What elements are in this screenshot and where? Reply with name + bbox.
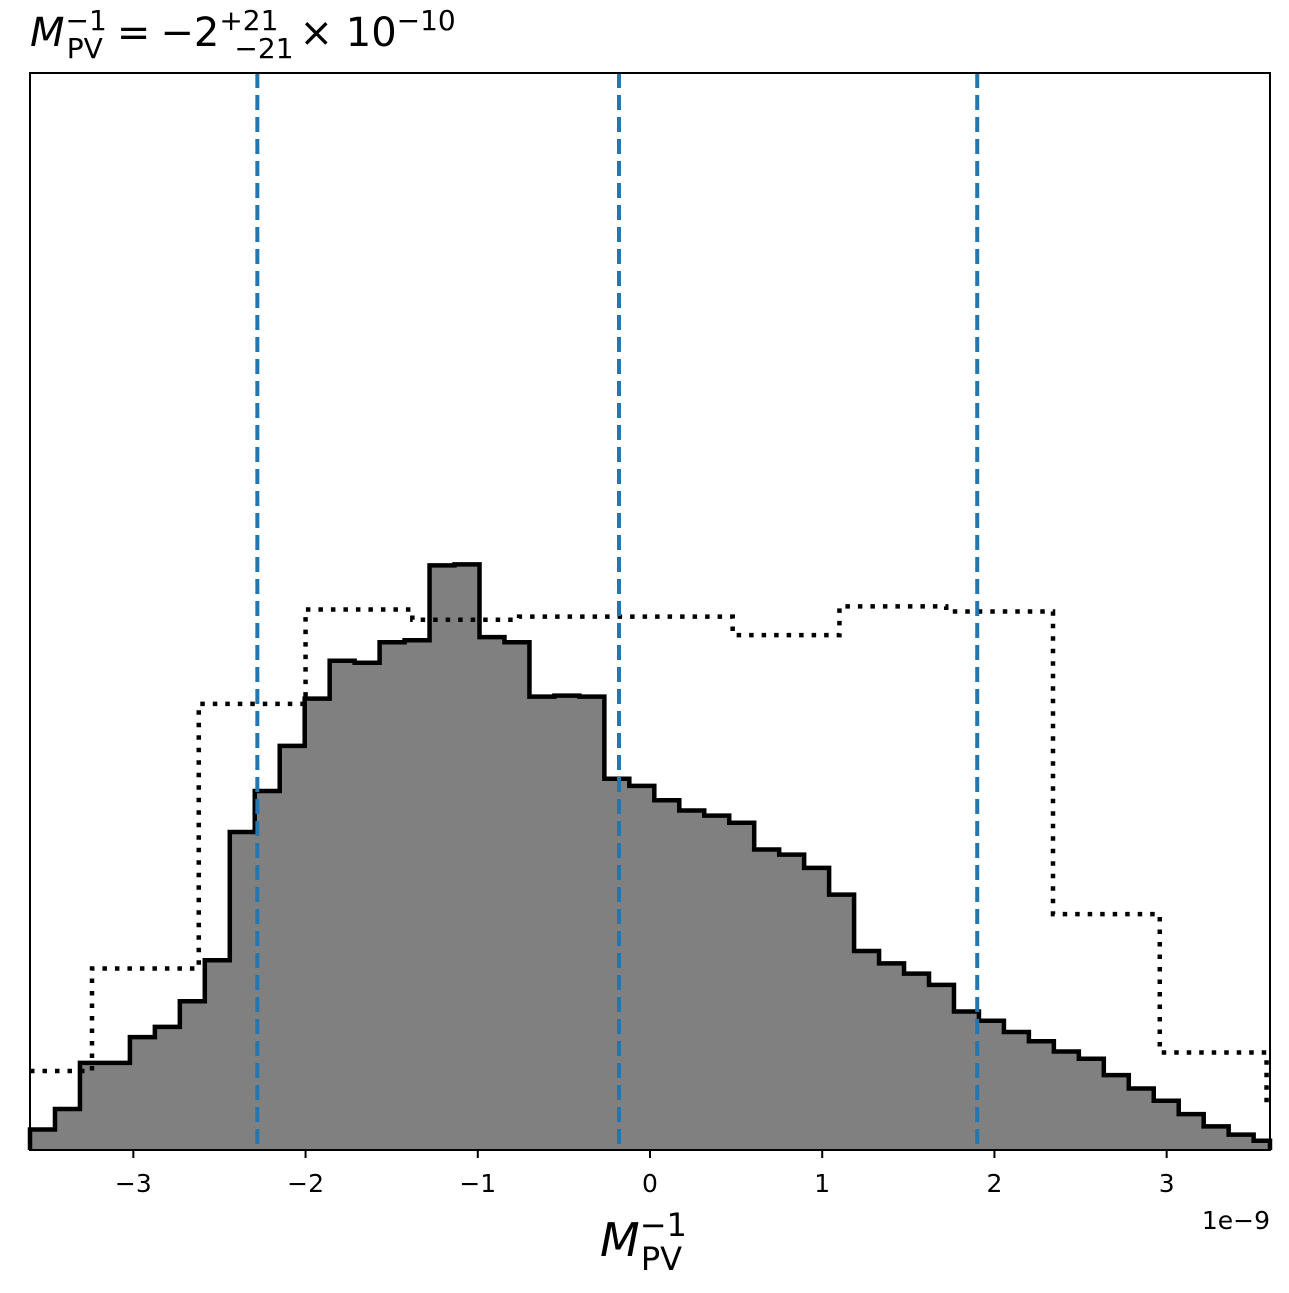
histogram-bar <box>104 1062 131 1150</box>
title-superscript: −1 <box>66 4 107 37</box>
histogram-bar <box>1253 1140 1271 1150</box>
histogram-bar <box>229 832 256 1150</box>
title-value: −2 <box>160 10 219 56</box>
x-tick-label: 2 <box>986 1169 1002 1198</box>
histogram-bar <box>704 815 730 1150</box>
histogram-bar <box>1003 1032 1030 1150</box>
histogram-bar <box>329 660 356 1150</box>
histogram-bar <box>829 894 855 1150</box>
histogram-bar <box>904 973 930 1150</box>
histogram-bar <box>54 1108 81 1150</box>
histogram-bar <box>504 642 530 1150</box>
title-symbol: M <box>30 10 65 56</box>
histogram-bar <box>879 963 905 1150</box>
histogram-bar <box>429 565 456 1150</box>
xlabel-superscript: −1 <box>640 1206 687 1244</box>
x-offset-text: 1e−9 <box>1202 1206 1270 1235</box>
x-tick-label: −1 <box>459 1169 496 1198</box>
histogram-bar <box>379 642 406 1150</box>
histogram-bar <box>129 1037 156 1150</box>
x-axis-label: M−1 PV <box>600 1206 687 1278</box>
histogram-bar <box>79 1062 106 1150</box>
histogram-bar <box>1078 1058 1105 1150</box>
histogram-bar <box>779 854 805 1150</box>
histogram-bar <box>154 1026 181 1150</box>
histogram-bar <box>804 867 830 1150</box>
title-equals: = <box>117 10 151 56</box>
histogram-bar <box>1028 1041 1055 1150</box>
histogram-bar <box>454 564 480 1150</box>
histogram-bar <box>579 696 605 1150</box>
histogram-bar <box>279 745 306 1150</box>
chart-title: M−1 PV = −2+21 −21 × 10−10 <box>30 4 456 65</box>
histogram-bar <box>404 640 431 1150</box>
x-tick-label: 0 <box>642 1169 658 1198</box>
histogram-bar <box>179 1001 206 1150</box>
histogram-bar <box>479 637 505 1150</box>
x-tick-label: 3 <box>1159 1169 1175 1198</box>
x-tick-label: 1 <box>814 1169 830 1198</box>
histogram-bar <box>354 662 381 1150</box>
x-axis-ticks: −3 −2 −1 0 1 2 3 <box>115 1150 1175 1198</box>
histogram-bar <box>1128 1088 1155 1150</box>
posterior-outline <box>27 562 1273 1150</box>
histogram-bar <box>1228 1134 1255 1150</box>
histogram-bar <box>1053 1051 1080 1150</box>
title-exponent: −10 <box>397 4 456 37</box>
histogram-bar <box>1203 1126 1230 1150</box>
histogram-bar <box>204 960 231 1150</box>
histogram-bar <box>529 696 555 1150</box>
plot-area <box>27 73 1273 1150</box>
x-tick-label: −3 <box>115 1169 152 1198</box>
histogram-bar <box>854 951 880 1150</box>
histogram-bar <box>679 810 705 1150</box>
histogram-bar <box>754 849 780 1150</box>
histogram-bar <box>554 695 580 1150</box>
title-lower: −21 <box>234 32 293 65</box>
histogram-bar <box>304 698 331 1150</box>
histogram-bar <box>30 1129 56 1150</box>
histogram-bar <box>729 822 755 1150</box>
title-subscript: PV <box>67 32 103 65</box>
histogram-bar <box>1153 1100 1180 1150</box>
prior-dotted-line <box>30 604 1269 1104</box>
histogram-bar <box>654 800 680 1150</box>
histogram-bar <box>978 1020 1005 1150</box>
histogram-bar <box>1178 1114 1205 1150</box>
title-times: × 10 <box>300 10 397 56</box>
xlabel-subscript: PV <box>641 1240 682 1278</box>
title-upper: +21 <box>219 4 278 37</box>
histogram-bar <box>929 984 955 1150</box>
histogram-bar <box>1103 1075 1130 1150</box>
xlabel-symbol: M <box>600 1213 640 1267</box>
histogram-bar <box>629 785 655 1150</box>
histogram-bar <box>953 1011 980 1150</box>
x-tick-label: −2 <box>287 1169 324 1198</box>
